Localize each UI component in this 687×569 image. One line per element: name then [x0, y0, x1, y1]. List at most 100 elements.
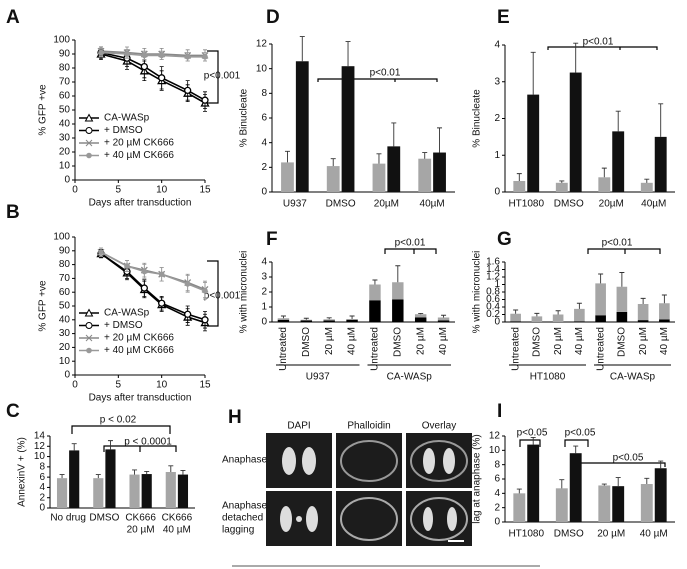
bar: [165, 472, 176, 508]
bar-segment: [300, 319, 313, 321]
axis: [504, 262, 675, 323]
annotation: p<0.05: [517, 428, 548, 439]
x-axis-label: Days after transduction: [89, 198, 192, 209]
legend-marker: [85, 127, 93, 134]
y-tick-label: 0: [39, 503, 45, 514]
bar-segment: [323, 319, 335, 321]
axis: [271, 262, 455, 323]
x-tick-label: 40 µM: [163, 525, 191, 536]
cortex: [410, 497, 468, 541]
bracket: [547, 46, 658, 50]
annotation: p<0.05: [565, 428, 596, 439]
x-tick-label: 0: [72, 380, 78, 391]
y-tick-label: 0: [494, 317, 500, 328]
error-bar: [422, 152, 428, 159]
legend-marker: [86, 347, 92, 354]
marker: [124, 51, 130, 57]
legend-marker: [84, 113, 94, 122]
bar-segment: [659, 303, 670, 320]
error-bar: [107, 440, 113, 450]
image-tile: [406, 433, 472, 488]
error-bar: [330, 158, 336, 167]
y-tick-label: 100: [53, 35, 70, 46]
error-bar: [658, 460, 664, 469]
y-tick-label: 20: [59, 147, 71, 158]
y-tick-label: 2: [494, 113, 500, 124]
marker: [184, 281, 191, 287]
x-tick-label: Untreated: [370, 327, 381, 371]
line: [100, 251, 206, 292]
legend-marker: [85, 322, 93, 329]
y-tick-label: 2: [494, 502, 500, 513]
bar-segment: [595, 315, 606, 322]
bar: [654, 136, 667, 192]
error-bar: [395, 265, 401, 283]
bar: [326, 166, 340, 192]
y-tick-label: 10: [34, 451, 46, 462]
marker: [158, 74, 166, 82]
error-bar: [345, 41, 351, 67]
bar-segment: [510, 313, 521, 322]
error-bar: [441, 314, 447, 318]
x-tick-label: 5: [116, 380, 122, 391]
error-bar: [349, 315, 355, 319]
y-tick-label: 10: [489, 445, 501, 456]
chromatin: [443, 448, 455, 474]
x-tick-label: 40 µM: [574, 327, 585, 355]
bar: [640, 484, 653, 522]
y-tick-label: 0.8: [486, 287, 500, 298]
annotation: p<0.05: [613, 453, 644, 464]
error-bar: [391, 122, 397, 147]
bar: [640, 182, 653, 192]
bar: [372, 163, 386, 192]
bar-segment: [637, 320, 649, 322]
x-axis-label: Days after transduction: [89, 393, 192, 404]
annotation: p<0.01: [602, 238, 633, 249]
y-tick-label: 70: [59, 273, 71, 284]
y-tick-label: 40: [59, 119, 71, 130]
legend-label: CA-WASp: [104, 113, 150, 124]
y-tick-label: 12: [256, 39, 268, 50]
error-bar: [516, 173, 522, 181]
y-axis-label: % GFP +ve: [38, 84, 49, 136]
bar: [93, 478, 104, 508]
x-tick-label: 20 µM: [638, 327, 649, 355]
marker: [98, 49, 104, 56]
y-tick-label: 0.2: [486, 309, 500, 320]
x-tick-label: 20µM: [599, 199, 624, 210]
marker: [202, 288, 208, 294]
legend-marker: [85, 334, 93, 342]
y-tick-label: 12: [34, 441, 46, 452]
error-bar: [132, 469, 138, 475]
error-bar: [180, 470, 186, 475]
x-tick-label: DMSO: [554, 199, 584, 210]
x-tick-label: U937: [283, 199, 307, 210]
marker: [201, 96, 209, 104]
x-tick-label: DMSO: [89, 513, 119, 524]
error-bar: [299, 36, 305, 62]
bar-segment: [346, 319, 358, 322]
y-tick-label: 6: [261, 113, 267, 124]
x-tick-label: DMSO: [617, 327, 628, 357]
x-tick-label: 40 µM: [640, 529, 668, 540]
y-tick-label: 1: [494, 150, 500, 161]
y-tick-label: 0.4: [486, 302, 500, 313]
x-tick-label: HT1080: [508, 199, 544, 210]
y-tick-label: 20: [59, 342, 71, 353]
bracket: [564, 439, 589, 447]
x-tick-label: Untreated: [278, 327, 289, 371]
error-bar: [640, 297, 646, 304]
x-tick-label: DMSO: [301, 327, 312, 357]
x-tick-label: DMSO: [532, 327, 543, 357]
y-axis-label: % Binucleate: [472, 89, 483, 148]
image-tile: [266, 433, 332, 488]
bar-segment: [369, 284, 381, 301]
annotation: p < 0.02: [100, 415, 137, 426]
y-tick-label: 100: [53, 232, 70, 243]
error-bar: [598, 273, 604, 284]
bar: [569, 72, 582, 192]
error-bar: [658, 103, 664, 137]
error-bar: [555, 310, 561, 315]
bar-segment: [510, 321, 521, 322]
